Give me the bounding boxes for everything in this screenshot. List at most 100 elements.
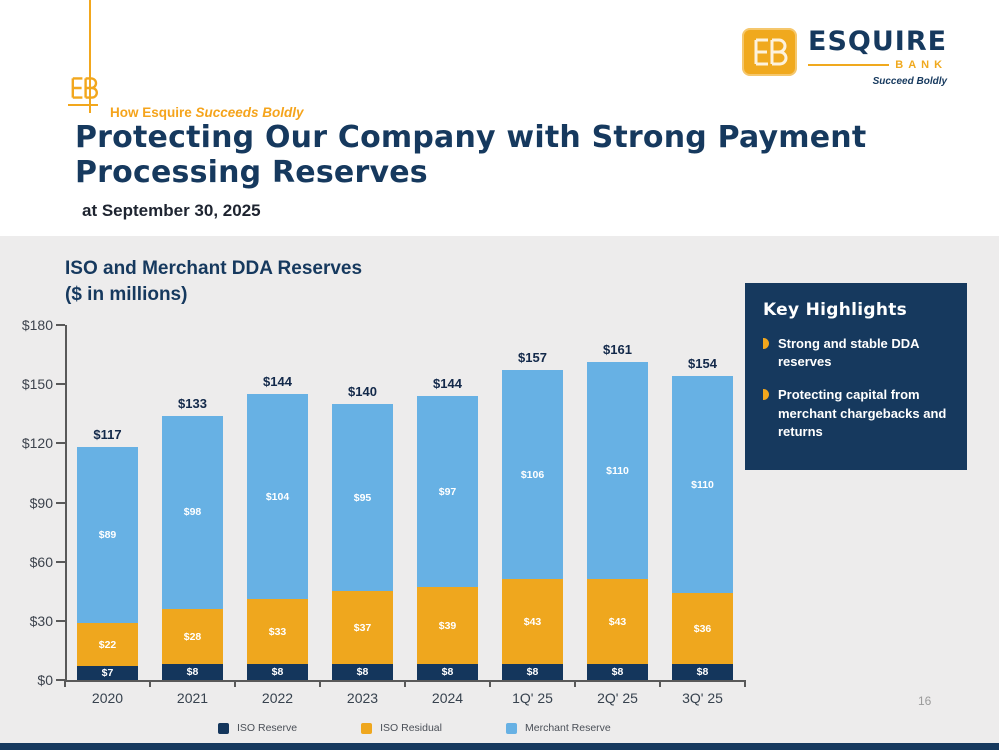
segment-value-label: $89 xyxy=(98,529,117,542)
total-value-label: $133 xyxy=(178,395,207,411)
bar-segment-iso-reserve: $8 xyxy=(162,664,223,680)
bar-segment-iso-residual: $33 xyxy=(247,599,308,665)
segment-value-label: $43 xyxy=(523,615,542,628)
segment-value-label: $8 xyxy=(526,666,539,679)
segment-value-label: $37 xyxy=(353,621,372,634)
segment-value-label: $110 xyxy=(606,464,629,477)
segment-value-label: $110 xyxy=(691,478,714,491)
bar-segment-iso-reserve: $8 xyxy=(247,664,308,680)
bar-segment-merchant-reserve: $97 xyxy=(417,396,478,588)
key-highlights-box: Key Highlights Strong and stable DDA res… xyxy=(745,283,967,470)
y-axis-tick xyxy=(56,324,65,326)
logo-text-block: ESQUIRE BANK Succeed Boldly xyxy=(808,28,947,87)
y-axis-label: $150 xyxy=(21,376,53,393)
x-axis-tick xyxy=(149,680,151,687)
key-highlights-title: Key Highlights xyxy=(763,300,908,320)
x-axis-tick xyxy=(574,680,576,687)
eyebrow-italic: Succeeds Boldly xyxy=(195,105,304,120)
bar-segment-iso-reserve: $8 xyxy=(417,664,478,680)
chart-title-line1: ISO and Merchant DDA Reserves xyxy=(65,258,363,279)
esquire-logo-icon xyxy=(742,28,797,76)
y-axis-label: $60 xyxy=(29,553,53,570)
esquire-bank-logo: ESQUIRE BANK Succeed Boldly xyxy=(742,28,947,87)
legend-swatch xyxy=(505,722,517,734)
y-axis-line xyxy=(65,325,67,681)
segment-value-label: $97 xyxy=(438,485,457,498)
x-axis-label-2023: 2023 xyxy=(346,690,379,706)
bar-segment-merchant-reserve: $95 xyxy=(332,403,393,592)
brand-accent-underline xyxy=(68,104,98,106)
chart-title-line2: ($ in millions) xyxy=(65,283,188,305)
bar-segment-iso-reserve: $8 xyxy=(502,664,563,680)
segment-value-label: $8 xyxy=(356,666,369,679)
bar-segment-merchant-reserve: $98 xyxy=(162,415,223,609)
y-axis-tick xyxy=(56,560,65,563)
bar-2021: $8 $28 $98 $133 xyxy=(162,325,223,680)
bar-segment-merchant-reserve: $110 xyxy=(672,376,733,594)
segment-value-label: $22 xyxy=(98,638,117,651)
bar-3q-25: $8 $36 $110 $154 xyxy=(672,325,733,680)
segment-value-label: $28 xyxy=(183,630,202,643)
page-title-line2: Processing Reserves xyxy=(75,155,428,191)
x-axis-tick xyxy=(744,680,746,687)
key-highlight-text: Strong and stable DDA reserves xyxy=(778,336,920,370)
bar-2023: $8 $37 $95 $140 xyxy=(332,325,393,680)
x-axis-tick xyxy=(404,680,406,687)
bullet-icon xyxy=(763,338,769,349)
logo-bank-rule xyxy=(808,64,890,66)
bar-2022: $8 $33 $104 $144 xyxy=(247,325,308,680)
total-value-label: $140 xyxy=(348,383,377,399)
x-axis-tick xyxy=(64,680,66,687)
y-axis-tick xyxy=(56,619,65,622)
segment-value-label: $7 xyxy=(101,667,114,680)
bar-segment-iso-residual: $28 xyxy=(162,609,223,665)
segment-value-label: $8 xyxy=(611,666,624,679)
brand-accent-line xyxy=(89,0,91,113)
bar-segment-merchant-reserve: $106 xyxy=(502,370,563,580)
eb-monogram-icon xyxy=(754,38,787,66)
segment-value-label: $36 xyxy=(693,622,712,635)
logo-bank-row: BANK xyxy=(808,59,947,71)
segment-value-label: $8 xyxy=(696,666,709,679)
legend-swatch xyxy=(361,722,373,734)
x-axis-label-3q-25: 3Q' 25 xyxy=(682,690,723,706)
key-highlight-text: Protecting capital from merchant chargeb… xyxy=(778,387,947,439)
x-axis-label-2022: 2022 xyxy=(261,690,294,706)
bar-segment-iso-reserve: $8 xyxy=(672,664,733,680)
bar-segment-merchant-reserve: $110 xyxy=(587,362,648,580)
bar-segment-merchant-reserve: $104 xyxy=(247,394,308,600)
bar-1q-25: $8 $43 $106 $157 xyxy=(502,325,563,680)
total-value-label: $161 xyxy=(603,342,632,358)
bullet-icon xyxy=(763,389,769,401)
x-axis-tick xyxy=(319,680,321,687)
segment-value-label: $95 xyxy=(353,491,372,504)
bar-segment-iso-residual: $43 xyxy=(587,579,648,665)
x-axis-tick xyxy=(489,680,491,687)
total-value-label: $154 xyxy=(688,356,717,372)
chart-title: ISO and Merchant DDA Reserves ($ in mill… xyxy=(65,256,362,307)
y-axis-tick xyxy=(56,679,65,681)
bar-segment-iso-residual: $37 xyxy=(332,591,393,665)
total-value-label: $144 xyxy=(433,376,462,391)
bar-segment-iso-residual: $39 xyxy=(417,587,478,665)
legend-item-merchant-reserve: Merchant Reserve xyxy=(505,722,611,734)
x-axis-label-2021: 2021 xyxy=(176,690,209,706)
bar-segment-iso-residual: $36 xyxy=(672,593,733,665)
bar-2020: $7 $22 $89 $117 xyxy=(77,325,138,680)
y-axis-label: $180 xyxy=(21,317,53,333)
legend-label: Merchant Reserve xyxy=(524,722,611,734)
eb-monogram-icon xyxy=(71,77,98,99)
bar-segment-iso-residual: $22 xyxy=(77,622,138,667)
total-value-label: $144 xyxy=(263,374,292,390)
bar-2q-25: $8 $43 $110 $161 xyxy=(587,325,648,680)
bar-segment-iso-reserve: $8 xyxy=(587,664,648,680)
y-axis-label: $90 xyxy=(29,494,53,511)
logo-bank-label: BANK xyxy=(895,59,948,71)
total-value-label: $117 xyxy=(93,427,122,443)
legend-label: ISO Residual xyxy=(380,722,442,734)
bar-segment-iso-reserve: $8 xyxy=(332,664,393,680)
chart-panel: ISO and Merchant DDA Reserves ($ in mill… xyxy=(0,236,999,743)
bar-segment-iso-residual: $43 xyxy=(502,579,563,665)
key-highlight-item: Strong and stable DDA reserves xyxy=(763,335,949,371)
